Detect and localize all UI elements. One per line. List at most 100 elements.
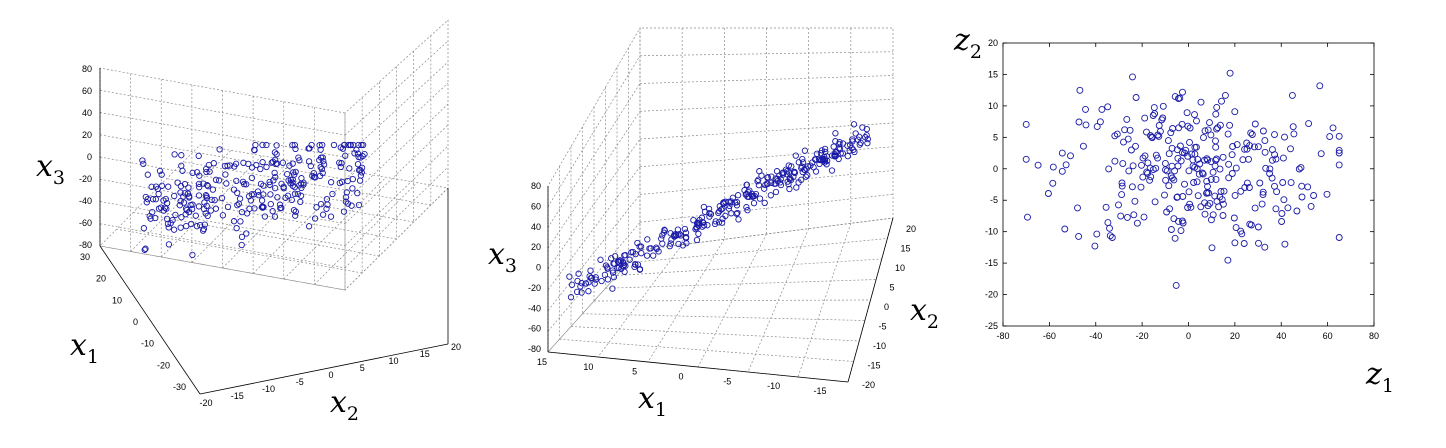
panel-3-point bbox=[1335, 149, 1343, 157]
panel-2-point bbox=[636, 266, 644, 273]
panel-2-x3-tick: -20 bbox=[528, 283, 541, 293]
panel-1-point bbox=[149, 196, 157, 203]
panel-2-point bbox=[857, 139, 864, 146]
panel-3-point bbox=[1163, 167, 1171, 175]
panel-1-point bbox=[195, 192, 203, 199]
panel-3-x-tick: -20 bbox=[1136, 331, 1149, 341]
panel-1-point bbox=[224, 162, 231, 169]
panel-3-point bbox=[1219, 153, 1227, 161]
panel-3-point bbox=[1104, 219, 1112, 227]
panel-1-x1-tick-labels: 30 20 10 0 -10 -20 -30 bbox=[80, 252, 186, 392]
panel-1-point bbox=[267, 200, 274, 208]
panel-1-point bbox=[255, 192, 262, 199]
panel-3-point bbox=[1171, 234, 1179, 242]
panel-3-point bbox=[1141, 114, 1149, 122]
panel-1-point bbox=[218, 194, 226, 202]
panel-1-point bbox=[200, 180, 207, 187]
panel-3-point bbox=[1130, 211, 1138, 219]
panel-1-point bbox=[342, 194, 350, 201]
panel-2-point bbox=[744, 207, 751, 214]
panel-3-point bbox=[1075, 232, 1083, 240]
panel-1-point bbox=[310, 169, 317, 177]
panel-3-point bbox=[1248, 131, 1256, 138]
panel-3-point bbox=[1151, 198, 1159, 206]
panel-1-point bbox=[359, 141, 367, 149]
panel-1-point bbox=[318, 165, 326, 173]
panel-2-point bbox=[725, 205, 733, 212]
panel-1-point bbox=[330, 141, 338, 149]
panel-1-point bbox=[296, 157, 303, 164]
panel-1-point bbox=[336, 179, 343, 187]
panel-1-point bbox=[230, 186, 238, 193]
panel-1-point bbox=[174, 179, 181, 186]
panel-3-point bbox=[1194, 192, 1202, 200]
panel-1-point bbox=[152, 214, 159, 222]
panel-3-point bbox=[1254, 143, 1262, 151]
panel-2-point bbox=[622, 252, 629, 259]
panel-3-point bbox=[1154, 131, 1162, 139]
panel-1-point bbox=[260, 182, 267, 189]
panel-1-point bbox=[203, 165, 210, 173]
panel-2-point bbox=[612, 253, 619, 260]
panel-3-point bbox=[1170, 215, 1178, 223]
panel-3-x-tick: 40 bbox=[1276, 331, 1286, 341]
panel-1-point bbox=[143, 199, 150, 206]
panel-3-2d-scatter: -80 -60 -40 -20 0 20 40 60 80 20 15 10 5 0 -5 -10 -15 -2… bbox=[953, 23, 1394, 397]
panel-3-point bbox=[1162, 166, 1169, 174]
panel-1-point bbox=[324, 201, 331, 208]
panel-3-point bbox=[1133, 219, 1141, 227]
panel-1-point bbox=[195, 152, 202, 160]
panel-3-point bbox=[1167, 226, 1175, 233]
panel-2-x1-tick: 0 bbox=[678, 372, 683, 382]
panel-1-point bbox=[238, 241, 245, 249]
panel-2-point bbox=[779, 169, 786, 177]
panel-3-point bbox=[1272, 155, 1280, 163]
panel-3-point bbox=[1076, 86, 1084, 94]
panel-1-point bbox=[258, 203, 266, 211]
panel-3-point bbox=[1049, 163, 1057, 171]
panel-1-point bbox=[271, 169, 278, 177]
panel-3-point bbox=[1229, 143, 1237, 150]
panel-3-point bbox=[1287, 179, 1295, 187]
panel-1-point bbox=[354, 150, 362, 157]
panel-1-point bbox=[233, 224, 240, 232]
panel-2-point bbox=[701, 208, 709, 215]
panel-2-x2-tick: 0 bbox=[884, 302, 889, 312]
panel-1-point bbox=[298, 175, 305, 182]
panel-1-x2-tick: 15 bbox=[420, 349, 430, 359]
panel-3-point bbox=[1245, 184, 1253, 191]
panel-2-point bbox=[650, 252, 657, 259]
panel-3-point bbox=[1281, 133, 1288, 141]
panel-3-point bbox=[1213, 155, 1220, 163]
panel-3-point bbox=[1225, 160, 1233, 168]
panel-1-point bbox=[219, 212, 227, 219]
panel-1-point bbox=[240, 180, 248, 188]
panel-3-point bbox=[1197, 203, 1205, 211]
panel-1-point bbox=[345, 141, 352, 149]
panel-1-point bbox=[263, 141, 270, 149]
panel-3-point bbox=[1221, 91, 1229, 99]
panel-2-point bbox=[830, 143, 837, 150]
panel-3-point bbox=[1203, 189, 1210, 197]
panel-3-point bbox=[1118, 191, 1126, 199]
panel-2-x3-tick: -80 bbox=[528, 344, 541, 354]
panel-1-point bbox=[292, 145, 299, 153]
panel-3-point bbox=[1049, 179, 1057, 187]
panel-3-point bbox=[1213, 125, 1221, 133]
panel-3-point bbox=[1271, 131, 1278, 139]
panel-1-point bbox=[240, 159, 247, 166]
panel-3-point bbox=[1162, 176, 1170, 184]
panel-1-x3-tick: -60 bbox=[79, 218, 92, 228]
panel-3-point bbox=[1241, 145, 1249, 153]
panel-1-point bbox=[351, 150, 358, 157]
panel-3-point bbox=[1193, 117, 1200, 125]
panel-3-point bbox=[1178, 217, 1186, 225]
panel-1-point bbox=[276, 201, 284, 208]
panel-1-x2-label: x2 bbox=[330, 385, 359, 425]
panel-2-point bbox=[771, 180, 778, 187]
panel-3-point bbox=[1233, 141, 1241, 149]
panel-1-point bbox=[212, 176, 220, 183]
panel-2-point bbox=[812, 156, 819, 163]
panel-1-point bbox=[148, 183, 155, 190]
